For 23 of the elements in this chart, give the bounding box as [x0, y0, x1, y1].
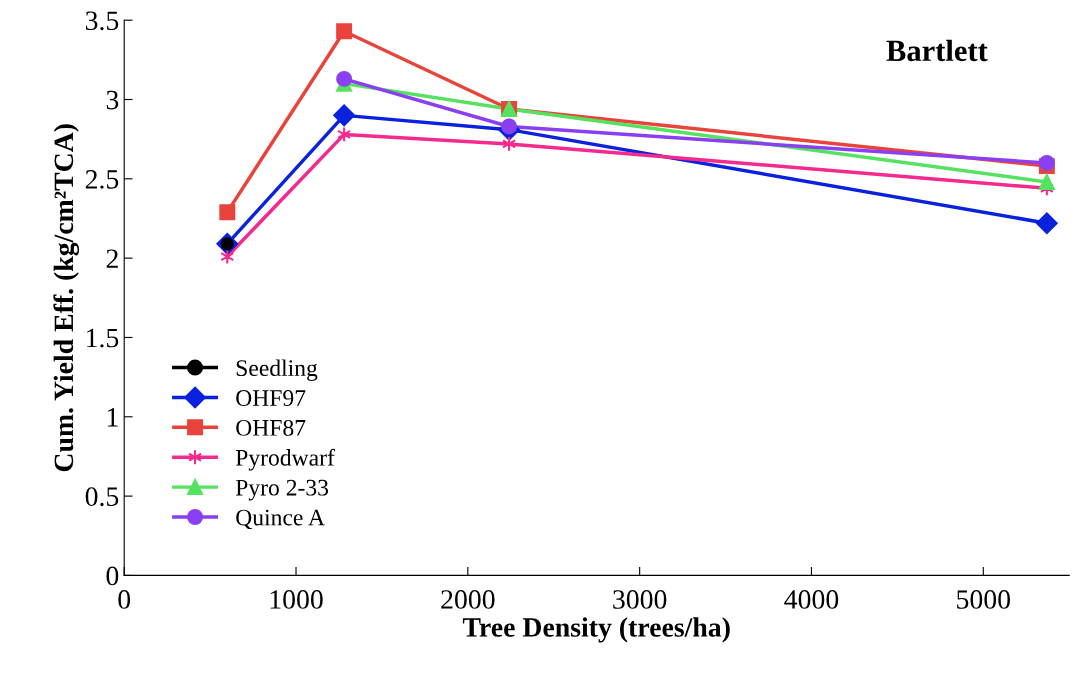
y-tick-label: 0 — [106, 566, 119, 586]
x-tick-label: 5000 — [957, 590, 1011, 609]
x-tick-label: 4000 — [784, 590, 839, 609]
x-tick-label: 0 — [118, 590, 131, 609]
x-tick-label: 1000 — [270, 590, 323, 609]
x-axis-title: Tree Density (trees/ha) — [462, 617, 730, 643]
y-tick-label: 2 — [106, 249, 118, 268]
y-tick-label: 1 — [107, 408, 118, 427]
x-tick-label: 2000 — [441, 590, 495, 609]
y-tick-label: 3.5 — [85, 11, 119, 31]
y-axis-title: Cum. Yield Eff. (kg/cm²TCA) — [53, 124, 80, 472]
legend-label: Seedling — [236, 359, 318, 381]
legend-label: Pyro 2-33 — [235, 479, 329, 501]
y-tick-label: 0.5 — [85, 487, 119, 507]
y-tick-label: 2.5 — [85, 170, 119, 189]
chart-title: Bartlett — [886, 39, 988, 62]
y-tick-label: 1.5 — [87, 328, 119, 348]
y-tick-label: 3 — [106, 90, 119, 110]
legend-label: OHF97 — [236, 390, 306, 406]
legend-label: Pyrodwarf — [235, 448, 335, 471]
x-tick-label: 3000 — [613, 590, 667, 609]
legend-label: Quince A — [236, 509, 325, 530]
legend-label: OHF87 — [236, 419, 306, 436]
